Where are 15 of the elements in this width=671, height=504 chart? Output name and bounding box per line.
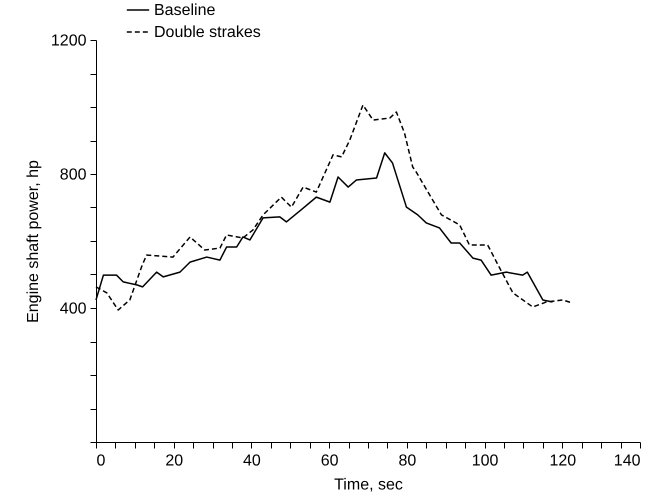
x-tick-label: 20	[165, 452, 184, 470]
y-tick-label: 800	[60, 166, 87, 184]
y-tick-label: 1200	[50, 32, 87, 50]
x-tick-label: 120	[549, 452, 576, 470]
x-tick-label: 80	[398, 452, 416, 470]
x-tick-label: 60	[320, 452, 339, 470]
legend-label: Baseline	[154, 2, 216, 19]
x-tick-label: 100	[472, 452, 499, 470]
x-tick-label: 0	[96, 452, 106, 470]
x-tick-label: 140	[614, 452, 641, 470]
x-axis-title: Time, sec	[334, 476, 403, 494]
x-tick-label: 40	[243, 452, 261, 470]
legend-label: Double strakes	[154, 24, 261, 41]
y-tick-label: 400	[60, 300, 87, 318]
y-axis-title: Engine shaft power, hp	[24, 160, 42, 323]
